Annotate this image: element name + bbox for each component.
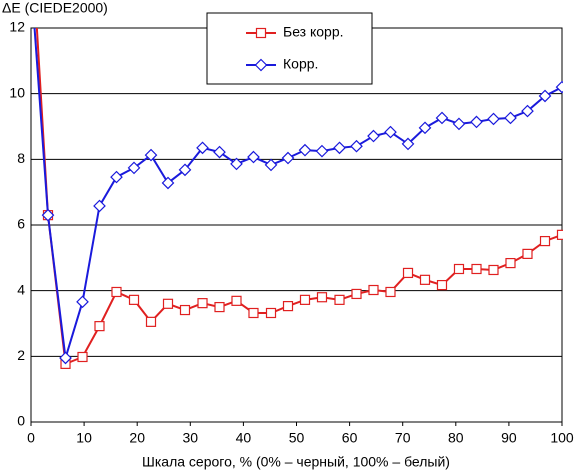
point [453,263,465,275]
point [470,115,483,129]
point [128,294,140,305]
y-tick-label: 12 [9,19,25,35]
y-tick-label: 4 [17,281,25,297]
point [214,301,225,313]
x-tick-label: 20 [129,430,145,446]
point [179,304,191,316]
point [487,112,500,126]
point [298,143,312,157]
point [385,286,396,298]
point [538,89,552,103]
point [333,141,346,155]
legend-marker [255,27,267,39]
point [144,148,158,162]
point [145,316,157,327]
point [418,121,432,135]
point [93,199,106,213]
point [315,144,329,158]
point [351,288,362,300]
point [282,300,294,312]
x-tick-label: 100 [550,430,574,446]
point [247,150,260,164]
point [556,229,563,240]
point [401,137,415,151]
point [213,145,226,159]
legend-label: Корр. [283,56,318,72]
legend-marker [255,27,267,39]
x-tick-label: 0 [27,430,35,446]
x-tick-label: 30 [183,430,199,446]
point [367,129,380,143]
y-axis-label: ΔE (CIEDE2000) [2,0,108,16]
legend-marker [254,58,268,72]
point [539,235,551,247]
x-tick-label: 80 [448,430,464,446]
point [231,295,242,306]
x-tick-label: 10 [76,430,92,446]
point [368,284,379,296]
legend-label: Без корр. [283,24,344,40]
point [316,292,328,303]
point [94,321,105,332]
point [334,294,345,305]
point [161,176,175,190]
point [41,208,55,222]
point [452,117,466,131]
y-tick-label: 10 [9,84,25,100]
point [127,161,141,175]
point [384,125,397,139]
point [436,279,448,291]
y-tick-label: 0 [17,413,25,429]
point [197,298,208,309]
point [178,163,192,177]
point [281,151,295,165]
y-tick-label: 2 [17,347,25,363]
point [110,170,123,184]
plot-area [33,28,563,369]
point [521,104,534,118]
point [77,351,88,363]
x-tick-label: 40 [236,430,252,446]
y-tick-label: 8 [17,150,25,166]
point [264,158,278,172]
y-tick-label: 6 [17,216,25,232]
point [505,257,516,269]
legend-box [206,12,373,85]
point [230,157,243,171]
point [435,111,449,125]
point [350,139,363,153]
point [248,307,259,319]
point [76,295,89,309]
point [162,298,174,309]
point [488,264,499,276]
point [196,141,209,155]
x-tick-label: 50 [289,430,305,446]
x-axis-label: Шкала серого, % (0% – черный, 100% – бел… [142,454,450,470]
x-tick-label: 70 [395,430,411,446]
x-tick-label: 90 [501,430,517,446]
legend-marker [254,58,268,72]
x-tick-label: 60 [342,430,358,446]
point [265,307,277,319]
point [555,80,563,94]
point [471,263,482,275]
point [111,286,122,298]
point [419,274,431,285]
point [299,294,311,305]
point [402,267,414,279]
point [504,111,517,125]
point [522,248,533,259]
point [59,351,72,365]
